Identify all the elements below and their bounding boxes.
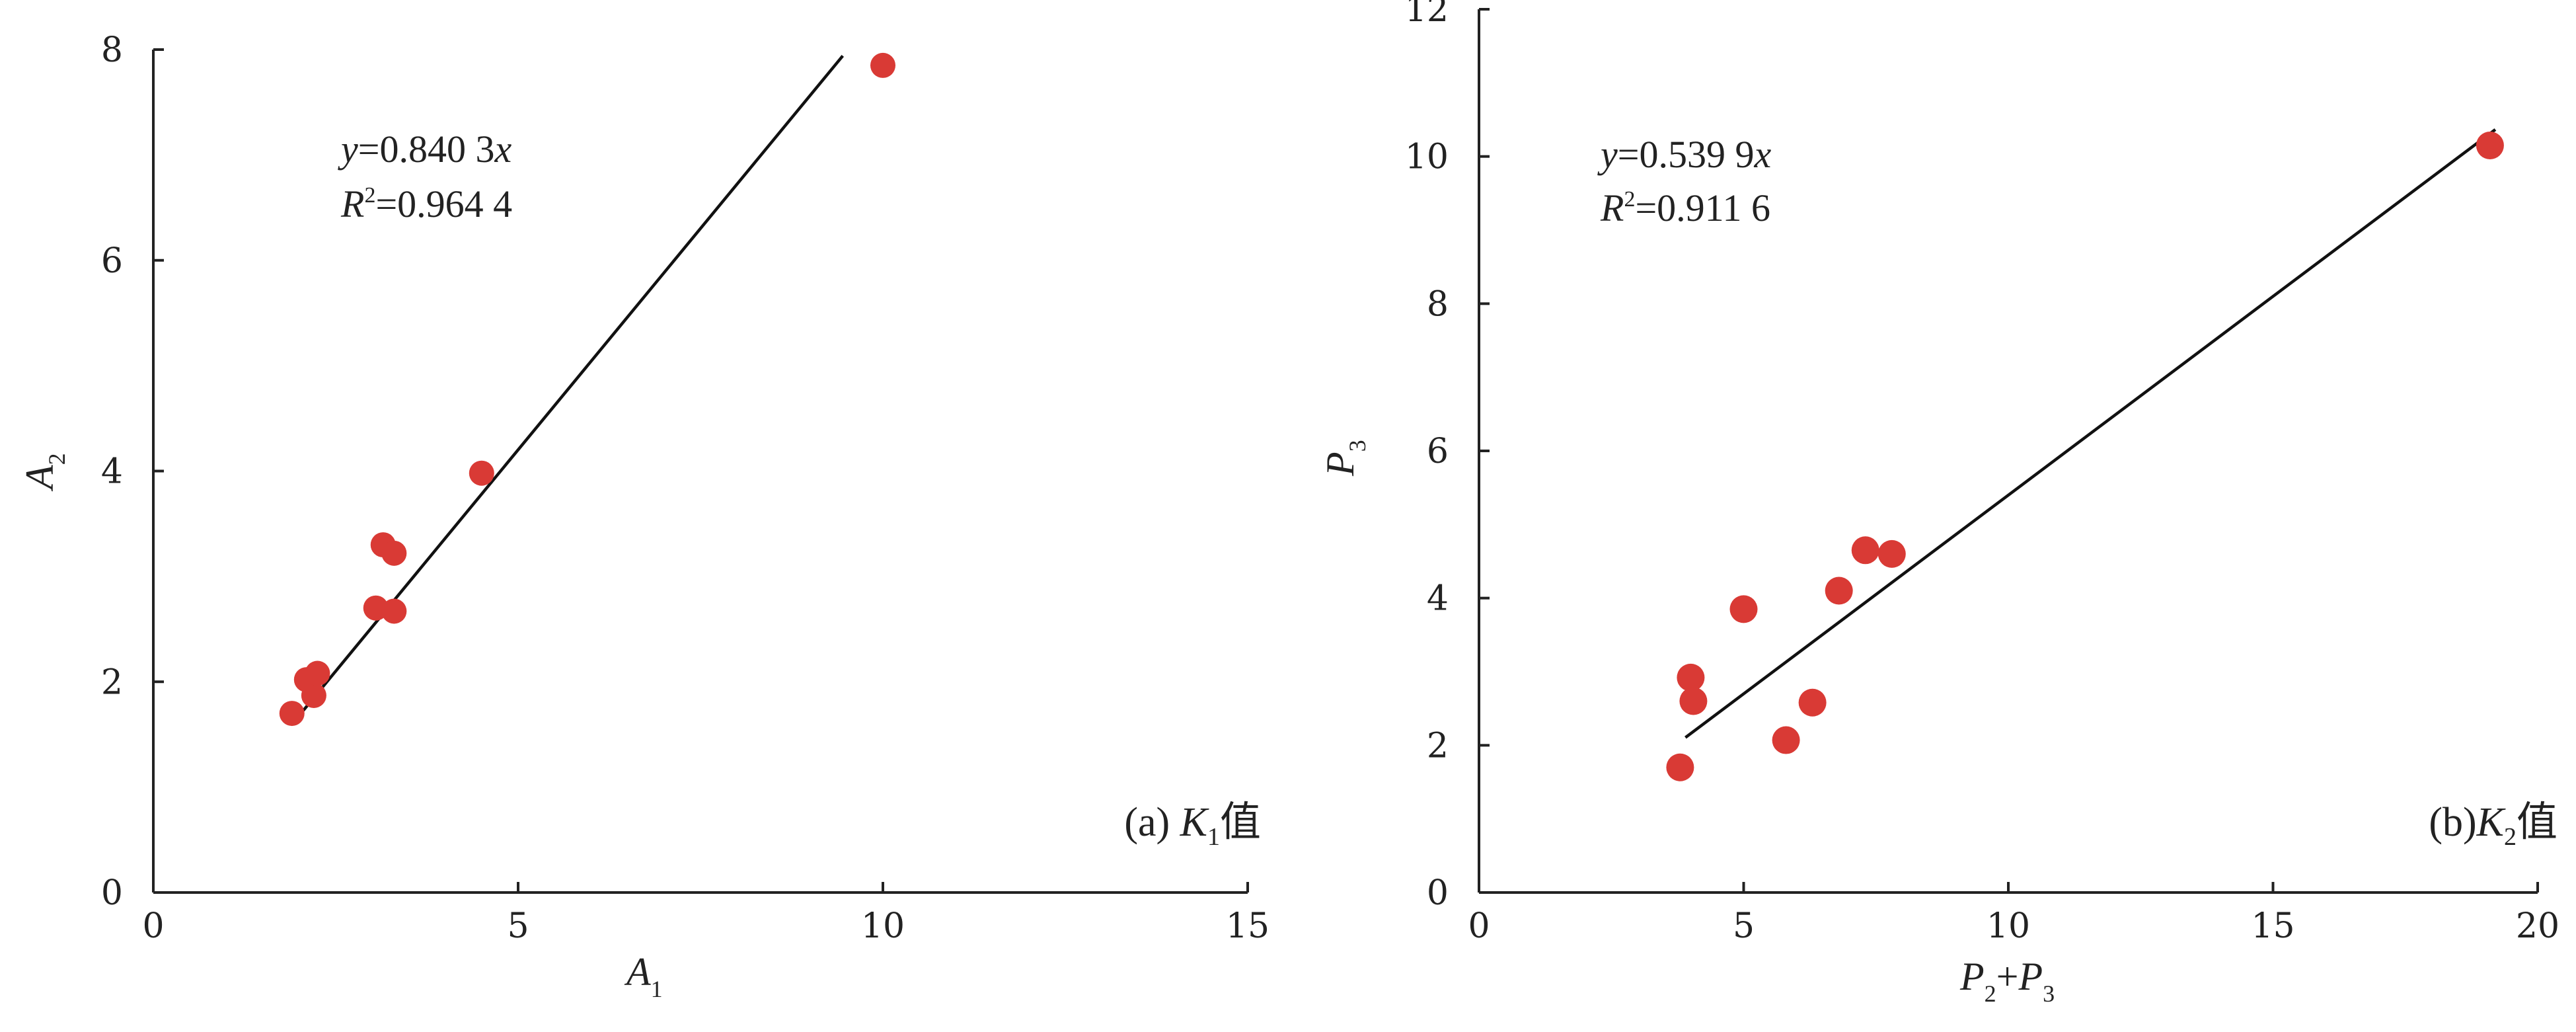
data-point — [1772, 726, 1800, 754]
panel-label-prefix-b: (b) — [2429, 800, 2476, 845]
x-tick-label: 0 — [142, 906, 164, 946]
panel-label-a: (a) K1值 — [1124, 797, 1261, 851]
equation-y-var-b: y — [1597, 133, 1618, 176]
r-var-b: R — [1600, 186, 1624, 229]
y-axis-title-main-b: P — [1318, 452, 1362, 477]
r-sup-a: 2 — [364, 183, 375, 208]
x-tick-label: 20 — [2516, 906, 2559, 946]
y-tick-label: 8 — [1427, 284, 1449, 324]
x-tick-label: 15 — [2251, 906, 2294, 946]
equation-mid-a: =0.840 3 — [358, 128, 495, 171]
equation-x-var-a: x — [494, 128, 511, 171]
y-tick-label: 6 — [101, 241, 123, 281]
y-tick-label: 0 — [1427, 873, 1449, 913]
y-tick-label: 4 — [1427, 579, 1449, 619]
x-tick-label: 15 — [1226, 906, 1269, 946]
y-tick-label: 12 — [1405, 0, 1449, 30]
r-var-a: R — [340, 182, 364, 225]
x-axis-title-sub2-b: 3 — [2043, 980, 2055, 1007]
x-tick-label: 10 — [1987, 906, 2030, 946]
data-point — [870, 52, 895, 78]
y-tick-label: 6 — [1427, 432, 1449, 471]
equation-line2-a: R2=0.964 4 — [340, 182, 512, 225]
data-point — [301, 682, 326, 708]
data-point — [1677, 663, 1705, 692]
data-point — [1679, 687, 1708, 715]
data-point — [381, 598, 407, 624]
y-tick-label: 2 — [1427, 726, 1449, 766]
panel-label-b: (b)K2值 — [2429, 797, 2557, 851]
data-point — [279, 701, 305, 727]
data-point — [1798, 688, 1827, 717]
data-point — [1729, 595, 1758, 623]
panel-label-sub-b: 2 — [2504, 823, 2517, 851]
panel-label-main-a: K — [1180, 800, 1210, 845]
y-tick-label: 2 — [101, 662, 123, 702]
data-point — [2476, 131, 2504, 159]
x-axis-title-a: A1 — [624, 950, 663, 1002]
axes-a — [152, 50, 1248, 894]
y-tick-label: 0 — [101, 873, 123, 913]
x-tick-label: 5 — [1733, 906, 1755, 946]
points-b — [1666, 131, 2504, 781]
y-axis-title-a: A2 — [18, 453, 70, 492]
y-axis-title-sub-a: 2 — [44, 453, 70, 465]
r-val-b: =0.911 6 — [1635, 186, 1770, 229]
panel-label-main-b: K — [2476, 800, 2507, 845]
data-point — [1877, 539, 1906, 568]
points-a — [279, 52, 895, 727]
x-tick-label: 5 — [507, 906, 529, 946]
y-axis-title-main-a: A — [18, 465, 61, 492]
data-point — [1851, 536, 1879, 565]
ticks-b: 0 5 10 15 20 0 2 4 6 8 10 12 — [1405, 0, 2559, 946]
x-axis-title-b: P2+P3 — [1959, 955, 2055, 1007]
r-val-a: =0.964 4 — [375, 182, 512, 225]
data-point — [305, 660, 330, 686]
r-sup-b: 2 — [1624, 187, 1635, 212]
y-tick-label: 4 — [101, 452, 123, 492]
x-tick-label: 0 — [1468, 906, 1490, 946]
ticks-a: 0 5 10 15 0 2 4 6 8 — [101, 30, 1269, 946]
x-axis-title-main-a: A — [624, 950, 651, 994]
x-axis-title-sub-a: 1 — [651, 976, 663, 1002]
panel-label-suffix-b: 值 — [2517, 797, 2557, 846]
x-axis-title-main-b: P — [1959, 955, 1985, 998]
equation-line1-b: y=0.539 9x — [1597, 133, 1771, 176]
data-point — [1666, 753, 1694, 781]
equation-line1-a: y=0.840 3x — [338, 128, 511, 171]
equation-line2-b: R2=0.911 6 — [1600, 186, 1770, 229]
data-point — [1825, 576, 1853, 605]
equation-mid-b: =0.539 9 — [1618, 133, 1755, 176]
panel-label-prefix-a: (a) — [1124, 800, 1180, 845]
y-axis-title-b: P3 — [1318, 440, 1371, 477]
equation-x-var-b: x — [1753, 133, 1771, 176]
x-axis-title-sub-b: 2 — [1985, 980, 1996, 1007]
x-tick-label: 10 — [861, 906, 905, 946]
data-point — [469, 460, 494, 486]
y-tick-label: 10 — [1405, 138, 1449, 177]
data-point — [381, 540, 407, 566]
equation-y-var-a: y — [338, 128, 358, 171]
x-axis-title-main2-b: P — [2018, 955, 2043, 998]
panel-label-sub-a: 1 — [1207, 823, 1220, 851]
x-axis-title-plus-b: + — [1996, 955, 2019, 998]
panel-label-suffix-a: 值 — [1220, 797, 1261, 846]
y-axis-title-sub-b: 3 — [1344, 440, 1371, 452]
fit-line-b — [1685, 128, 2497, 739]
y-tick-label: 8 — [101, 30, 123, 70]
